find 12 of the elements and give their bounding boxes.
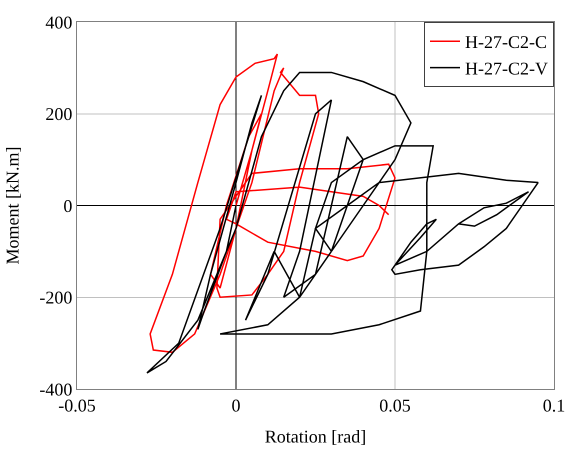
legend-label: H-27-C2-V: [465, 58, 548, 79]
x-tick-label: 0: [232, 396, 240, 416]
y-axis-title: Moment [kN.m]: [2, 146, 23, 264]
x-axis-title: Rotation [rad]: [264, 426, 366, 447]
y-tick-label: 0: [63, 196, 72, 216]
line-series: [149, 53, 396, 354]
y-tick-label: 400: [45, 12, 72, 32]
y-tick-label: 200: [45, 104, 72, 124]
x-tick-label: 0.1: [542, 396, 566, 416]
x-tick-label: 0.05: [379, 396, 411, 416]
y-tick-label: -200: [39, 288, 72, 308]
legend-label: H-27-C2-C: [465, 32, 547, 52]
